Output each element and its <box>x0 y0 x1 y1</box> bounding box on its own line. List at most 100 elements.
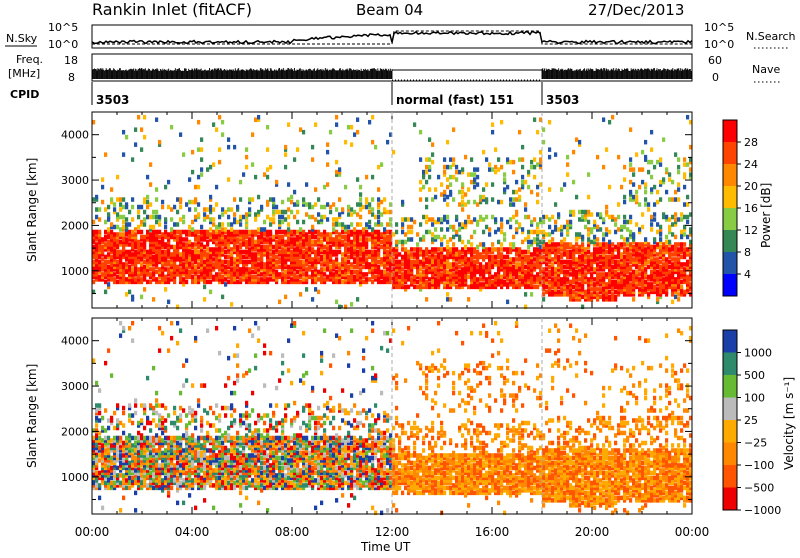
range-cell <box>182 152 185 157</box>
range-cell <box>287 182 290 187</box>
range-cell <box>647 207 650 212</box>
range-cell <box>257 115 260 120</box>
range-cell <box>680 230 683 235</box>
range-cell <box>443 157 446 162</box>
range-cell <box>605 242 608 247</box>
range-cell <box>536 242 539 247</box>
range-cell <box>677 217 680 222</box>
range-cell <box>641 167 644 172</box>
range-cell <box>623 242 626 247</box>
range-cell <box>119 207 122 212</box>
range-cell <box>524 250 527 255</box>
range-cell <box>179 132 182 137</box>
range-cell <box>494 165 497 170</box>
range-cell <box>203 250 206 255</box>
range-cell <box>611 247 614 252</box>
range-cell <box>320 232 323 237</box>
range-cell <box>386 267 389 272</box>
range-cell <box>455 247 458 252</box>
range-cell <box>311 297 314 302</box>
range-cell <box>587 232 590 237</box>
range-cell <box>503 187 506 192</box>
range-cell <box>599 272 602 277</box>
range-cell <box>683 242 686 247</box>
range-cell <box>296 275 299 280</box>
range-cell <box>212 122 215 127</box>
range-cell <box>101 237 104 242</box>
range-cell <box>620 185 623 190</box>
range-cell <box>149 232 152 237</box>
range-cell <box>680 255 683 260</box>
range-cell <box>503 260 506 265</box>
range-cell <box>341 270 344 275</box>
range-cell <box>644 182 647 187</box>
range-cell <box>638 265 641 270</box>
range-cell <box>512 235 515 240</box>
range-cell <box>503 247 506 252</box>
range-cell <box>614 270 617 275</box>
range-cell <box>152 210 155 215</box>
range-cell <box>506 255 509 260</box>
range-cell <box>599 227 602 232</box>
range-cell <box>272 210 275 215</box>
range-cell <box>602 217 605 222</box>
range-cell <box>302 250 305 255</box>
range-cell <box>614 245 617 250</box>
range-cell <box>137 240 140 245</box>
range-cell <box>677 242 680 247</box>
range-cell <box>548 155 551 160</box>
range-cell <box>683 172 686 177</box>
range-cell <box>623 215 626 220</box>
range-cell <box>626 237 629 242</box>
range-cell <box>206 240 209 245</box>
range-cell <box>125 135 128 140</box>
range-cell <box>461 200 464 205</box>
range-cell <box>341 235 344 240</box>
range-cell <box>680 280 683 285</box>
range-cell <box>596 287 599 292</box>
range-cell <box>194 265 197 270</box>
range-cell <box>491 122 494 127</box>
range-cell <box>326 142 329 147</box>
range-cell <box>356 202 359 207</box>
range-cell <box>401 222 404 227</box>
range-cell <box>455 262 458 267</box>
range-cell <box>515 280 518 285</box>
range-cell <box>416 232 419 237</box>
y-tick-label: 2000 <box>61 219 89 232</box>
range-cell <box>593 282 596 287</box>
range-cell <box>545 267 548 272</box>
range-cell <box>497 200 500 205</box>
range-cell <box>206 247 209 252</box>
range-cell <box>278 220 281 225</box>
range-cell <box>368 232 371 237</box>
range-cell <box>509 202 512 207</box>
range-cell <box>683 185 686 190</box>
range-cell <box>308 230 311 235</box>
range-cell <box>596 262 599 267</box>
range-cell <box>461 190 464 195</box>
range-cell <box>371 197 374 202</box>
nsearch-label: N.Search <box>746 30 796 43</box>
range-cell <box>602 237 605 242</box>
range-cell <box>275 255 278 260</box>
range-cell <box>653 285 656 290</box>
range-cell <box>128 250 131 255</box>
range-cell <box>206 215 209 220</box>
range-cell <box>194 230 197 235</box>
range-cell <box>545 272 548 277</box>
range-cell <box>311 215 314 220</box>
range-cell <box>302 260 305 265</box>
range-cell <box>101 272 104 277</box>
range-cell <box>278 210 281 215</box>
range-cell <box>269 237 272 242</box>
range-cell <box>287 247 290 252</box>
range-cell <box>302 220 305 225</box>
range-cell <box>170 217 173 222</box>
range-cell <box>272 235 275 240</box>
range-cell <box>533 117 536 122</box>
range-cell <box>452 225 455 230</box>
range-cell <box>107 260 110 265</box>
range-cell <box>347 265 350 270</box>
range-cell <box>260 272 263 277</box>
